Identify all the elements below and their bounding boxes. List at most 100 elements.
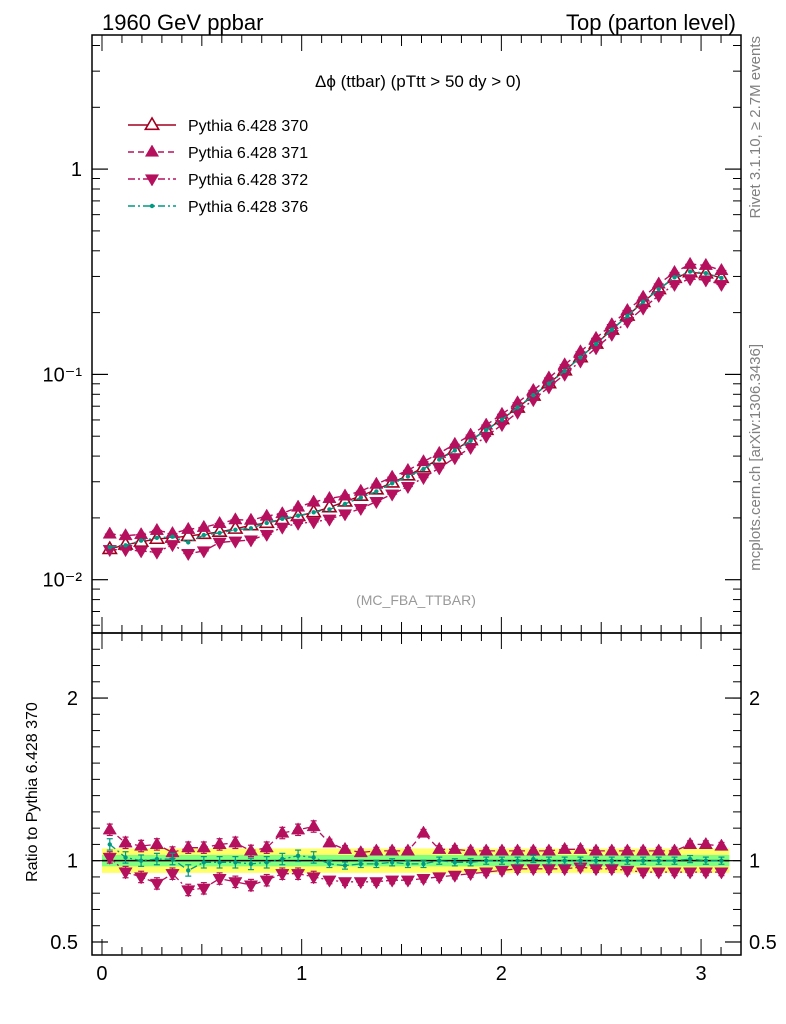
ratio-data-point: [337, 877, 353, 890]
ratio-data-point: [636, 867, 651, 880]
ratio-data-point: [322, 875, 337, 888]
ratio-data-point: [432, 872, 447, 885]
ratio-uncertainty-bands: [101, 848, 730, 873]
ratio-series: [102, 819, 729, 898]
main-data-point: [353, 504, 368, 517]
main-data-point: [212, 537, 227, 550]
ratio-data-point: [421, 861, 426, 867]
main-data-point: [389, 481, 395, 486]
ratio-data-point: [588, 843, 604, 856]
ratio-data-point: [342, 863, 348, 868]
ratio-data-point: [259, 875, 274, 888]
main-data-point: [154, 535, 160, 540]
ratio-data-point: [640, 858, 646, 863]
ratio-series-line: [109, 825, 722, 854]
main-data-point: [196, 546, 211, 559]
main-data-point: [311, 510, 316, 515]
ratio-data-point: [609, 858, 614, 863]
ratio-data-point: [102, 852, 117, 865]
main-data-point: [306, 494, 321, 507]
legend-marker: [149, 203, 155, 209]
ratio-data-point: [243, 843, 259, 856]
ratio-data-point: [389, 860, 395, 865]
main-data-point: [421, 466, 426, 472]
ratio-data-point: [217, 860, 222, 865]
main-data-point: [416, 473, 431, 486]
ratio-axes: 0.5 0.5 1 1 2 2 0 1 2 3: [50, 633, 777, 985]
ratio-data-point: [625, 858, 630, 863]
ratio-data-point: [134, 872, 149, 885]
ratio-data-point: [196, 840, 211, 853]
ratio-data-point: [463, 869, 478, 882]
header-left: 1960 GeV ppbar: [102, 10, 263, 35]
ratio-data-point: [306, 872, 321, 885]
ratio-data-point: [494, 865, 510, 878]
main-data-point: [374, 489, 379, 494]
main-data-point: [342, 501, 348, 507]
ratio-data-point: [667, 867, 682, 880]
ratio-data-point: [578, 858, 583, 863]
ratio-data-point: [483, 858, 489, 863]
ratio-data-point: [656, 858, 661, 863]
main-series-line: [109, 270, 722, 548]
ratio-data-point: [228, 835, 243, 848]
main-data-point: [400, 462, 415, 475]
legend-entry-0: Pythia 6.428 370: [128, 116, 308, 135]
ratio-y-tick-label-right: 0.5: [749, 932, 777, 954]
ratio-data-point: [719, 858, 724, 863]
main-data-point: [212, 515, 227, 529]
ratio-data-point: [196, 883, 211, 896]
ratio-data-point: [385, 875, 400, 888]
ratio-y-tick-label-right: 1: [749, 851, 760, 873]
ratio-x-tick-label: 3: [695, 963, 706, 985]
main-data-point: [138, 538, 144, 543]
ratio-data-point: [479, 867, 494, 880]
ratio-data-point: [259, 840, 274, 853]
ratio-data-point: [463, 843, 478, 856]
main-data-point: [432, 463, 447, 476]
ratio-data-point: [400, 843, 415, 856]
main-data-point: [719, 275, 724, 281]
main-data-point: [280, 516, 285, 521]
ratio-data-point: [447, 841, 462, 854]
ratio-data-point: [714, 867, 729, 880]
legend-marker: [144, 144, 160, 157]
main-data-point: [165, 540, 180, 553]
ratio-data-point: [531, 856, 536, 862]
main-data-point: [290, 518, 306, 531]
main-data-point: [102, 526, 117, 539]
main-data-point: [248, 526, 254, 531]
ratio-data-point: [369, 843, 384, 856]
main-data-point: [369, 476, 384, 489]
main-data-point: [432, 445, 447, 458]
mcplots-reference-label: mcplots.cern.ch [arXiv:1306.3436]: [747, 344, 764, 571]
header-right: Top (parton level): [566, 10, 736, 35]
main-data-point: [107, 544, 112, 550]
main-data-point: [682, 256, 698, 269]
main-data-point: [327, 507, 332, 512]
ratio-data-point: [682, 867, 698, 880]
ratio-data-point: [447, 870, 462, 883]
ratio-data-point: [416, 825, 431, 838]
main-data-point: [682, 274, 698, 287]
main-data-point: [170, 534, 175, 539]
legend: Pythia 6.428 370 Pythia 6.428 371 Pythia 6…: [128, 116, 308, 216]
main-data-point: [672, 275, 677, 280]
main-axes: 10⁻² 10⁻¹ 1: [43, 35, 742, 633]
main-data-point: [149, 547, 164, 560]
ratio-data-point: [322, 835, 337, 848]
ratio-data-point: [515, 858, 520, 863]
main-data-point: [306, 517, 321, 530]
ratio-data-point: [546, 858, 552, 863]
ratio-data-point: [212, 836, 227, 850]
main-data-point: [416, 454, 431, 467]
ratio-data-point: [405, 861, 411, 867]
ratio-data-point: [280, 856, 285, 862]
main-data-point: [196, 519, 211, 532]
ratio-data-point: [170, 856, 175, 862]
ratio-data-point: [138, 858, 144, 863]
main-data-point: [337, 509, 353, 522]
main-data-point: [195, 525, 212, 540]
ratio-data-point: [620, 865, 635, 878]
